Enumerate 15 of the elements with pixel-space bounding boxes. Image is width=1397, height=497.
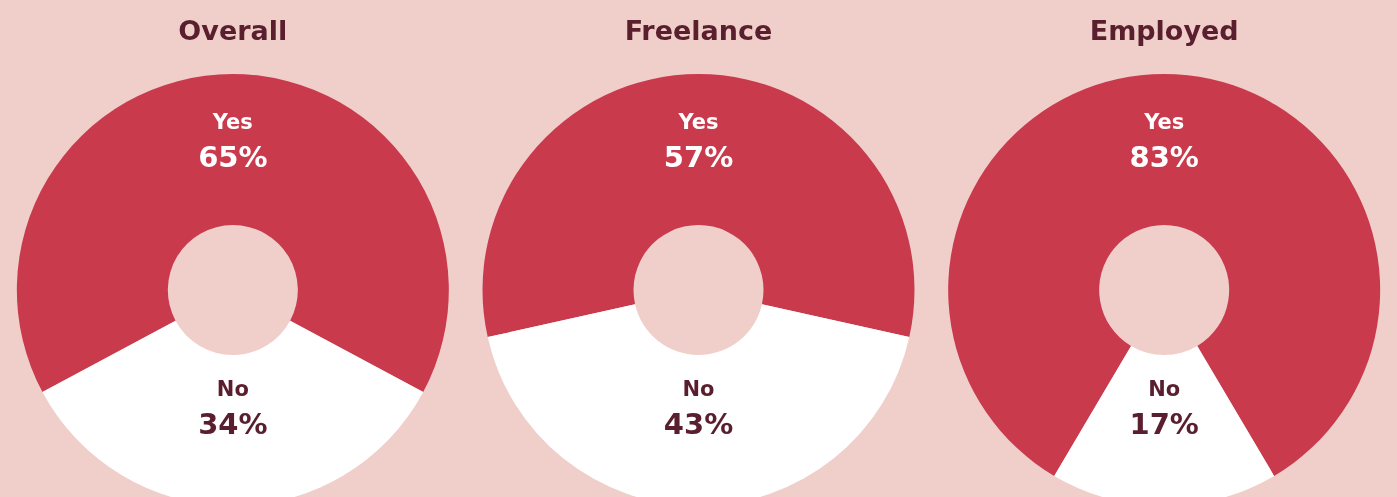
data-label: 83% bbox=[1129, 140, 1199, 174]
slice-label: No bbox=[216, 377, 249, 401]
chart-title: Overall bbox=[178, 15, 288, 46]
chart-title: Employed bbox=[1089, 15, 1239, 46]
data-label: 57% bbox=[663, 140, 734, 174]
data-label: 65% bbox=[198, 140, 268, 174]
data-label: 17% bbox=[1129, 407, 1199, 441]
slice-label: No bbox=[682, 377, 715, 401]
slice-label: No bbox=[1148, 377, 1181, 401]
data-label: 34% bbox=[198, 407, 268, 441]
slice-label: Yes bbox=[677, 110, 719, 134]
chart-title: Freelance bbox=[624, 15, 773, 46]
data-label: 43% bbox=[663, 407, 734, 441]
slice-label: Yes bbox=[1143, 110, 1185, 134]
slice-label: Yes bbox=[211, 110, 253, 134]
